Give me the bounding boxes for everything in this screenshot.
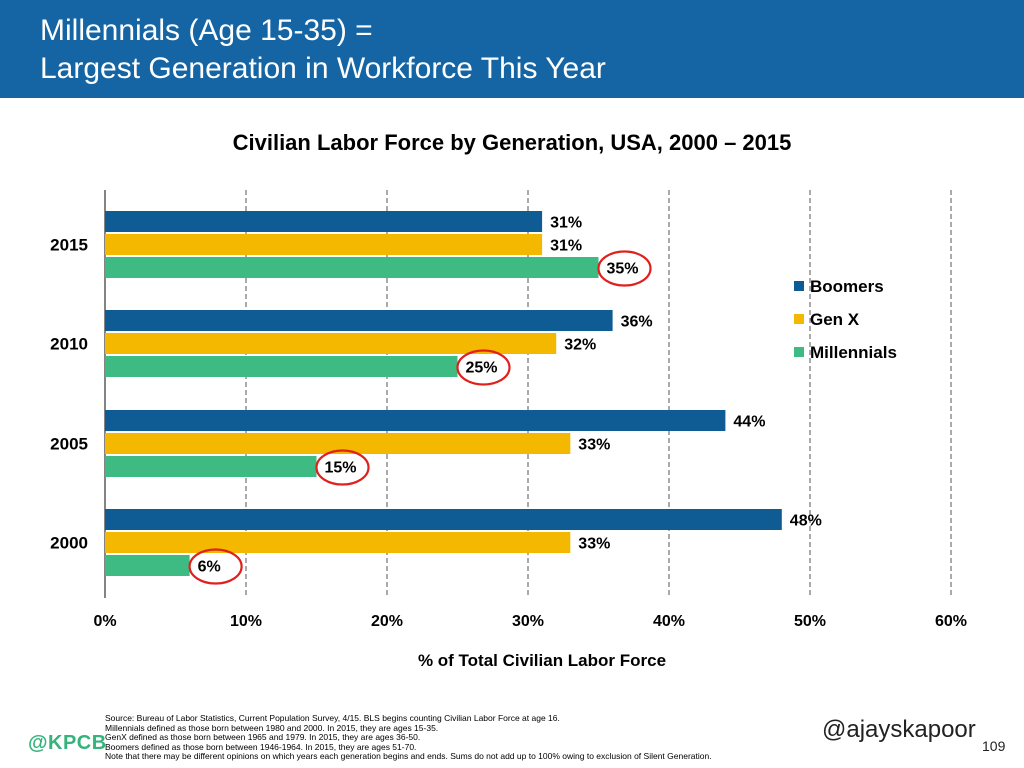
legend-label: Boomers: [810, 277, 884, 296]
source-line: Millennials defined as those born betwee…: [105, 722, 439, 733]
data-label: 25%: [466, 360, 498, 377]
category-label: 2010: [50, 335, 88, 354]
bar-boomers: [105, 310, 613, 331]
bar-chart: Civilian Labor Force by Generation, USA,…: [50, 130, 967, 670]
legend-label: Millennials: [810, 343, 897, 362]
bar-millennials: [105, 456, 317, 477]
legend-label: Gen X: [810, 310, 860, 329]
legend-swatch: [794, 281, 804, 291]
legend-swatch: [794, 314, 804, 324]
page-title-line-2: Largest Generation in Workforce This Yea…: [40, 52, 606, 85]
bar-gen-x: [105, 333, 557, 354]
x-tick-label: 40%: [653, 613, 685, 630]
title-banner: Millennials (Age 15-35) = Largest Genera…: [0, 0, 1024, 98]
page-number: 109: [982, 738, 1006, 754]
data-label: 35%: [607, 261, 639, 278]
x-tick-label: 0%: [93, 613, 116, 630]
bar-gen-x: [105, 234, 543, 255]
page-title-line-1: Millennials (Age 15-35) =: [40, 14, 373, 47]
source-notes: Source: Bureau of Labor Statistics, Curr…: [105, 713, 825, 762]
source-line: Note that there may be different opinion…: [105, 751, 712, 761]
x-tick-label: 30%: [512, 613, 544, 630]
highlight-circle: [188, 548, 243, 585]
data-label: 33%: [578, 536, 610, 553]
category-label: 2000: [50, 534, 88, 553]
data-label: 32%: [564, 337, 596, 354]
bar-millennials: [105, 356, 458, 377]
source-line: Boomers defined as those born between 19…: [105, 741, 417, 752]
kpcb-logo: @KPCB: [28, 732, 107, 754]
data-label: 33%: [578, 437, 610, 454]
bar-boomers: [105, 410, 726, 431]
bar-gen-x: [105, 433, 571, 454]
x-tick-label: 20%: [371, 613, 403, 630]
data-label: 48%: [790, 513, 822, 530]
bar-gen-x: [105, 532, 571, 553]
highlight-circle: [597, 250, 652, 287]
source-line: GenX defined as those born between 1965 …: [105, 732, 421, 742]
bar-millennials: [105, 257, 599, 278]
data-label: 31%: [550, 238, 582, 255]
bar-millennials: [105, 555, 190, 576]
chart-title: Civilian Labor Force by Generation, USA,…: [233, 130, 792, 155]
data-label: 15%: [325, 460, 357, 477]
category-label: 2015: [50, 236, 88, 255]
x-tick-label: 50%: [794, 613, 826, 630]
x-tick-label: 10%: [230, 613, 262, 630]
category-label: 2005: [50, 435, 88, 454]
source-line: Source: Bureau of Labor Statistics, Curr…: [105, 713, 560, 723]
data-label: 36%: [621, 314, 653, 331]
legend-swatch: [794, 347, 804, 357]
data-label: 6%: [198, 559, 221, 576]
data-label: 44%: [733, 414, 765, 431]
bar-boomers: [105, 211, 543, 232]
bar-boomers: [105, 509, 782, 530]
x-axis-title: % of Total Civilian Labor Force: [418, 651, 666, 670]
x-tick-label: 60%: [935, 613, 967, 630]
highlight-circle: [315, 449, 370, 486]
data-label: 31%: [550, 215, 582, 232]
watermark-handle: @ajayskapoor: [822, 716, 976, 743]
highlight-circle: [456, 349, 511, 386]
